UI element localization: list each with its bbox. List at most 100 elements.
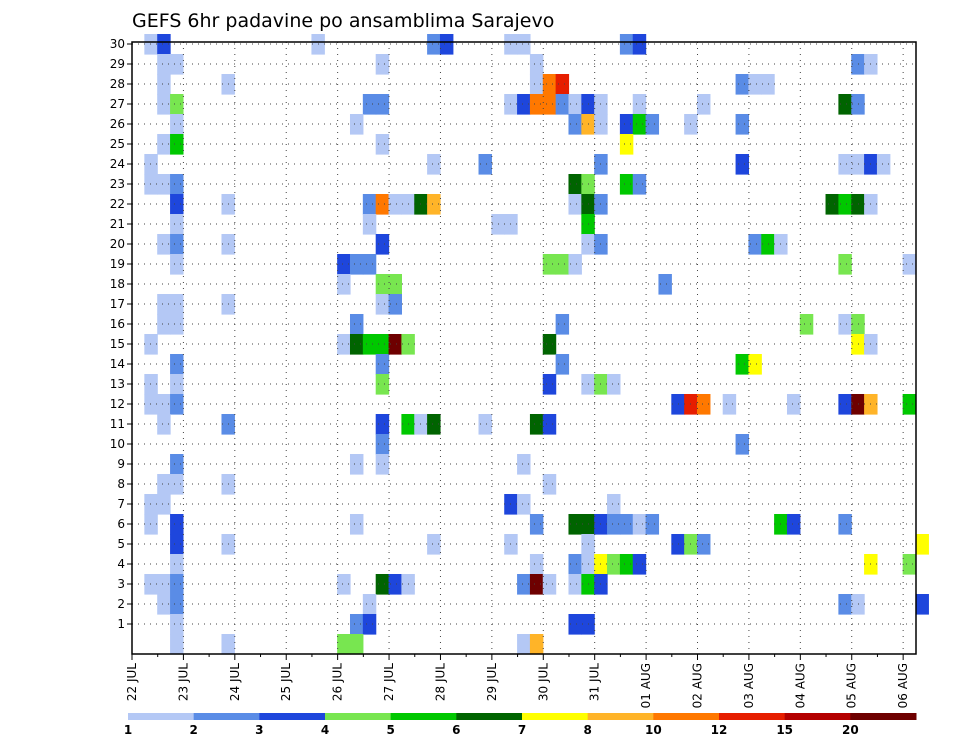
x-tick-label: 06 AUG [896,663,910,708]
heatmap-cell [157,34,171,55]
heatmap-cell [735,154,750,175]
grid-lines [132,42,916,654]
heatmap-cell [362,594,377,615]
heatmap-cell [375,574,390,595]
heatmap-cell [517,34,531,55]
heatmap-cell [607,554,621,575]
heatmap-cell [851,154,865,175]
heatmap-cell [375,434,390,455]
legend-swatch [193,713,260,720]
plot-frame [131,41,917,655]
heatmap-cell [838,514,852,535]
heatmap-cell [555,74,570,95]
heatmap-cell [632,94,647,115]
heatmap-cell [568,514,582,535]
heatmap-cell [337,334,351,355]
y-tick-label: 29 [110,57,125,71]
heatmap-cell [902,554,917,575]
heatmap-cell [851,394,865,415]
x-tick-label: 02 AUG [691,663,705,708]
legend-swatch [653,713,720,720]
heatmap-cell [555,94,570,115]
heatmap-cell [915,594,929,615]
heatmap-cell [362,614,377,635]
y-tick-label: 26 [110,117,125,131]
heatmap-cell [542,254,557,275]
legend-label: 1 [124,723,132,737]
heatmap-cell [375,334,390,355]
y-tick-label: 20 [110,237,125,251]
heatmap-cell [375,274,390,295]
heatmap-cell [786,514,801,535]
heatmap-cell [748,234,762,255]
heatmap-cell [529,514,544,535]
heatmap-cell [157,54,171,75]
legend-swatch [390,713,457,720]
y-tick-label: 27 [110,97,125,111]
heatmap-cell [761,74,775,95]
heatmap-cell [375,454,390,475]
legend-label: 12 [711,723,728,737]
x-axis: 22 JUL 23 JUL 24 JUL 25 JUL 26 JUL 27 JUL 28 J… [125,654,910,708]
heatmap-cell [619,114,634,135]
y-tick-label: 21 [110,217,125,231]
y-tick-label: 24 [110,157,125,171]
heatmap-cell [337,634,351,655]
heatmap-cell [144,174,158,195]
y-tick-label: 18 [110,277,125,291]
heatmap-cell [170,354,184,375]
heatmap-cell [349,254,364,275]
y-tick-label: 19 [110,257,125,271]
heatmap-cell [144,494,158,515]
heatmap-cell [375,234,390,255]
heatmap-cell [529,574,544,595]
heatmap-cell [157,494,171,515]
heatmap-cell [658,274,672,295]
heatmap-cell [362,254,377,275]
y-tick-label: 8 [117,477,125,491]
heatmap-cell [478,154,492,175]
heatmap-cell [748,354,762,375]
heatmap-cell [170,114,184,135]
heatmap-cell [632,514,647,535]
heatmap-cell [517,94,531,115]
heatmap-cell [337,274,351,295]
heatmap-cell [542,474,557,495]
heatmap-cell [375,414,390,435]
y-tick-label: 3 [117,577,125,591]
x-tick-label: 29 JUL [485,663,499,701]
heatmap-cell [607,514,621,535]
heatmap-cell [170,574,184,595]
heatmap-cell [144,394,158,415]
heatmap-cell [388,334,402,355]
legend-label: 5 [386,723,394,737]
heatmap-cell [517,494,531,515]
heatmap-cell [362,214,377,235]
heatmap-cell [349,114,364,135]
heatmap-cell [825,194,839,215]
heatmap-cell [529,554,544,575]
heatmap-cell [349,454,364,475]
heatmap-cell [619,514,634,535]
heatmap-cell [645,114,660,135]
heatmap-cell [157,74,171,95]
heatmap-cell [375,354,390,375]
heatmap-cells [144,34,929,655]
x-tick-label: 01 AUG [639,663,653,708]
color-legend: 1 2 3 4 5 6 7 8 10 12 15 20 [124,713,917,737]
heatmap-cell [607,494,621,515]
legend-swatch [128,713,195,720]
legend-swatch [784,713,851,720]
heatmap-cell [144,374,158,395]
heatmap-cell [157,414,171,435]
heatmap-cell [170,214,184,235]
heatmap-cell [748,74,762,95]
heatmap-cell [375,374,390,395]
heatmap-cell [838,594,852,615]
heatmap-cell [542,74,557,95]
heatmap-cell [157,174,171,195]
y-tick-label: 5 [117,537,125,551]
heatmap-cell [170,194,184,215]
heatmap-cell [529,74,544,95]
